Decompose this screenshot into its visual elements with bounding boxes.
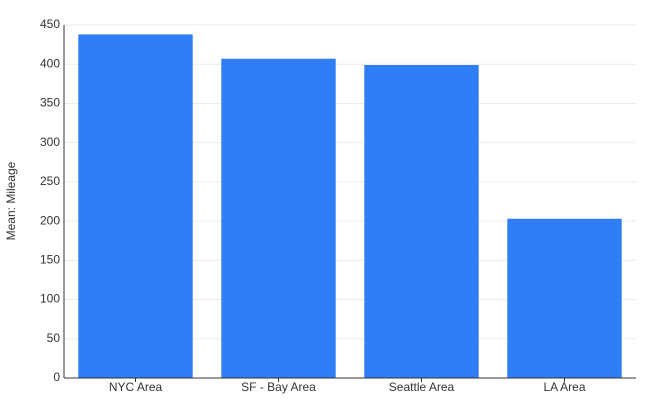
y-tick-label: 450 <box>40 17 60 31</box>
y-tick-label: 250 <box>40 174 60 188</box>
bar <box>221 58 336 378</box>
x-tick-label: Seattle Area <box>389 380 455 394</box>
y-axis-label: Mean: Mileage <box>4 161 18 240</box>
x-tick-label: NYC Area <box>109 380 163 394</box>
x-tick-label: LA Area <box>543 380 585 394</box>
y-tick-label: 50 <box>47 331 61 345</box>
bar <box>78 34 193 379</box>
y-tick-label: 400 <box>40 56 60 70</box>
y-tick-label: 150 <box>40 253 60 267</box>
y-tick-label: 200 <box>40 213 60 227</box>
x-tick-label: SF - Bay Area <box>241 380 316 394</box>
y-tick-label: 100 <box>40 292 60 306</box>
y-tick-label: 0 <box>53 370 60 384</box>
bar <box>364 65 479 379</box>
y-tick-label: 350 <box>40 96 60 110</box>
bar <box>507 218 622 378</box>
y-tick-label: 300 <box>40 135 60 149</box>
